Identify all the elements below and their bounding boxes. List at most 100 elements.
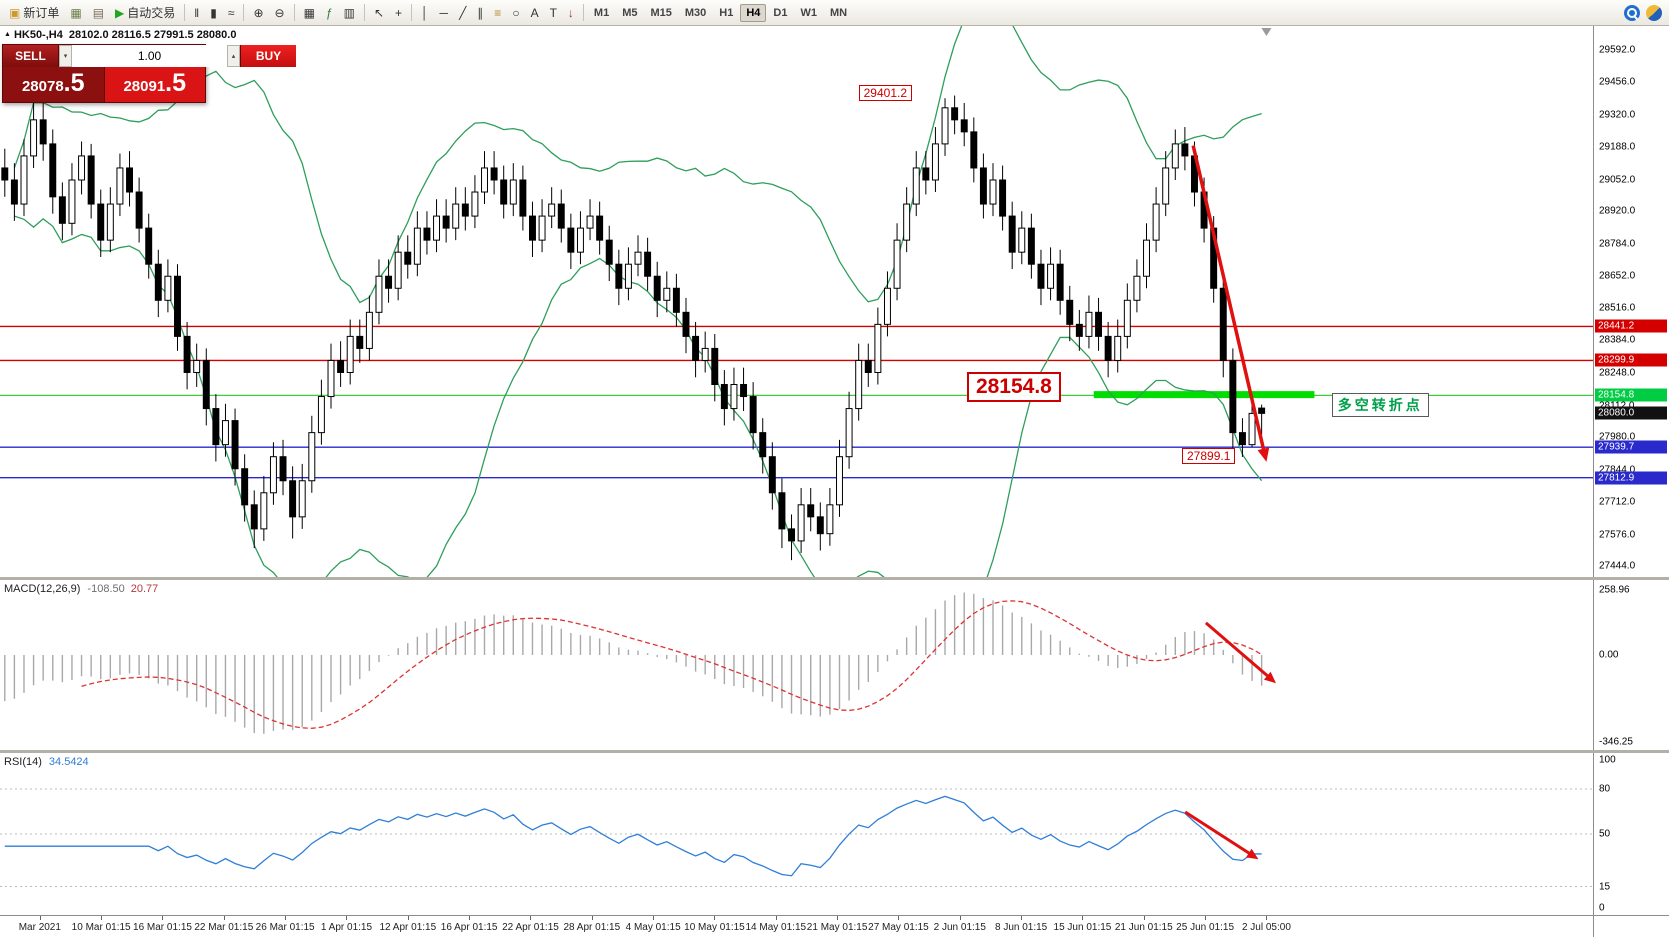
down-arrow[interactable] <box>1204 621 1272 680</box>
text-button[interactable]: A <box>526 4 544 22</box>
price-tick: 27844.0 <box>1599 465 1635 476</box>
new-order-button[interactable]: ▣ 新订单 <box>4 1 64 24</box>
price-tag: 28154.8 <box>1595 388 1667 402</box>
buy-button[interactable]: BUY <box>240 45 296 67</box>
rsi-scale-tick: 80 <box>1599 783 1611 795</box>
shapes-button[interactable]: ○ <box>507 4 524 22</box>
chart-shift-marker[interactable] <box>1261 28 1272 36</box>
toolbar: ▣ 新订单 ▦ ▤ ▶ 自动交易 ‖ ▮ ≈ ⊕ ⊖ ▦ ƒ ▥ ↖ + │ ─ ╱ ∥ ≡ ○ A T ↓ M1 M5 M15 M30… <box>0 0 1669 26</box>
key-level-label[interactable]: 28154.8 <box>966 371 1061 402</box>
candles-layer <box>1 95 1266 561</box>
zoom-in-button[interactable]: ⊕ <box>248 4 268 22</box>
templates-button[interactable]: ▥ <box>339 4 360 22</box>
macd-value: -108.50 <box>87 583 125 595</box>
time-tick <box>469 916 471 920</box>
chart-collapse-icon[interactable]: ▲ <box>4 31 11 38</box>
crosshair-button[interactable]: + <box>390 4 407 22</box>
tile-windows-button[interactable]: ▦ <box>299 4 320 22</box>
arrows-button-icon: ↓ <box>567 5 574 20</box>
timeframe-m1-label: M1 <box>593 6 610 19</box>
sell-button[interactable]: SELL <box>3 45 59 67</box>
price-tag: 27812.9 <box>1595 471 1667 485</box>
timeframe-m15[interactable]: M15 <box>644 4 677 22</box>
down-arrow[interactable] <box>1191 145 1267 454</box>
main-chart-panel[interactable]: ▲ HK50-,H4 28102.0 28116.5 27991.5 28080.0… <box>0 26 1593 577</box>
support-highlight-segment[interactable] <box>1093 391 1315 399</box>
volume-up-button[interactable]: ▴ <box>227 45 240 67</box>
cursor-button[interactable]: ↖ <box>369 4 389 22</box>
time-tick <box>837 916 839 920</box>
horizontal-line-button[interactable]: ─ <box>435 4 454 22</box>
fibonacci-button[interactable]: ≡ <box>489 4 506 22</box>
trendline-button-icon: ╱ <box>459 5 467 20</box>
price-tick: 29052.0 <box>1599 174 1636 185</box>
candlestick-chart-button[interactable]: ▮ <box>205 4 222 22</box>
buy-price[interactable]: 28091.5 <box>104 67 205 102</box>
time-label: 8 Jun 01:15 <box>994 922 1048 933</box>
arrows-button[interactable]: ↓ <box>563 4 579 22</box>
time-tick <box>530 916 532 920</box>
timeframe-m1[interactable]: M1 <box>588 4 615 22</box>
down-arrow-head <box>1263 671 1276 684</box>
new-order-button-icon: ▣ <box>9 5 21 20</box>
bar-chart-button-icon: ‖ <box>194 5 200 20</box>
timeframe-w1[interactable]: W1 <box>794 4 823 22</box>
timeframe-h1[interactable]: H1 <box>713 4 739 22</box>
candlestick-chart[interactable] <box>0 26 1593 577</box>
down-arrow[interactable] <box>1184 810 1253 857</box>
panel-splitter-2[interactable] <box>0 750 1669 753</box>
toolbar-separator <box>363 4 365 21</box>
chart-windows-icon[interactable]: ▦ <box>65 4 86 22</box>
price-tick: 28652.0 <box>1599 270 1636 282</box>
macd-signal-line <box>81 600 1262 729</box>
turning-point-label[interactable]: 多空转折点 <box>1331 392 1429 417</box>
sell-price[interactable]: 28078.5 <box>3 67 105 102</box>
rsi-panel[interactable]: RSI(14) 34.5424 <box>0 753 1593 915</box>
indicators-button[interactable]: ƒ <box>321 4 338 22</box>
timeframe-m5-label: M5 <box>622 6 638 19</box>
time-axis[interactable]: Mar 2021 10 Mar 01:15 16 Mar 01:15 22 Mar 0… <box>0 915 1593 937</box>
target-price-label[interactable]: 27899.1 <box>1182 447 1236 464</box>
sell-price-main: 28078 <box>21 78 64 95</box>
auto-trading-button[interactable]: ▶ 自动交易 <box>110 1 180 24</box>
community-icon[interactable] <box>1646 4 1662 21</box>
tile-windows-button-icon: ▦ <box>303 5 315 20</box>
one-click-trading-widget: SELL ▾ ▴ BUY 28078.5 28091.5 <box>2 44 296 103</box>
time-tick <box>1266 916 1268 920</box>
timeframe-d1[interactable]: D1 <box>767 4 793 22</box>
rsi-scale-tick: 50 <box>1599 828 1611 840</box>
timeframe-m30[interactable]: M30 <box>679 4 712 22</box>
macd-panel[interactable]: MACD(12,26,9) -108.50 20.77 <box>0 580 1593 750</box>
zoom-out-button[interactable]: ⊖ <box>270 4 290 22</box>
time-tick <box>898 916 900 920</box>
time-tick <box>346 916 348 920</box>
cursor-button-icon: ↖ <box>373 5 385 20</box>
volume-down-button[interactable]: ▾ <box>59 45 72 67</box>
time-label: 27 May 01:15 <box>868 922 929 933</box>
macd-scale-tick: 258.96 <box>1599 584 1630 596</box>
profiles-icon[interactable]: ▤ <box>88 4 109 22</box>
line-chart-button[interactable]: ≈ <box>223 4 240 22</box>
timeframe-mn[interactable]: MN <box>824 4 853 22</box>
trade-widget-controls: SELL ▾ ▴ BUY <box>3 45 296 67</box>
panel-splitter[interactable] <box>0 577 1669 580</box>
peak-price-label[interactable]: 29401.2 <box>858 85 913 102</box>
price-tick: 28784.0 <box>1599 238 1636 250</box>
trendline-button[interactable]: ╱ <box>454 4 471 22</box>
time-label: 4 May 01:15 <box>625 922 681 933</box>
vertical-line-button[interactable]: │ <box>416 4 434 22</box>
volume-input[interactable] <box>72 45 227 67</box>
label-button[interactable]: T <box>545 4 562 22</box>
timeframe-m30-label: M30 <box>684 6 707 19</box>
price-tag: 28080.0 <box>1595 406 1667 420</box>
bar-chart-button[interactable]: ‖ <box>189 4 204 22</box>
price-axis[interactable]: 29592.0 29456.0 29320.0 29188.0 29052.0 28920… <box>1593 26 1669 577</box>
timeframe-h4[interactable]: H4 <box>740 3 767 22</box>
rsi-scale-tick: 15 <box>1599 881 1611 892</box>
channel-button[interactable]: ∥ <box>472 4 488 22</box>
search-icon[interactable] <box>1624 4 1640 21</box>
timeframe-m5[interactable]: M5 <box>616 4 643 22</box>
price-tag: 27939.7 <box>1595 440 1667 454</box>
rsi-axis: 100 80 50 15 0 <box>1593 753 1669 915</box>
